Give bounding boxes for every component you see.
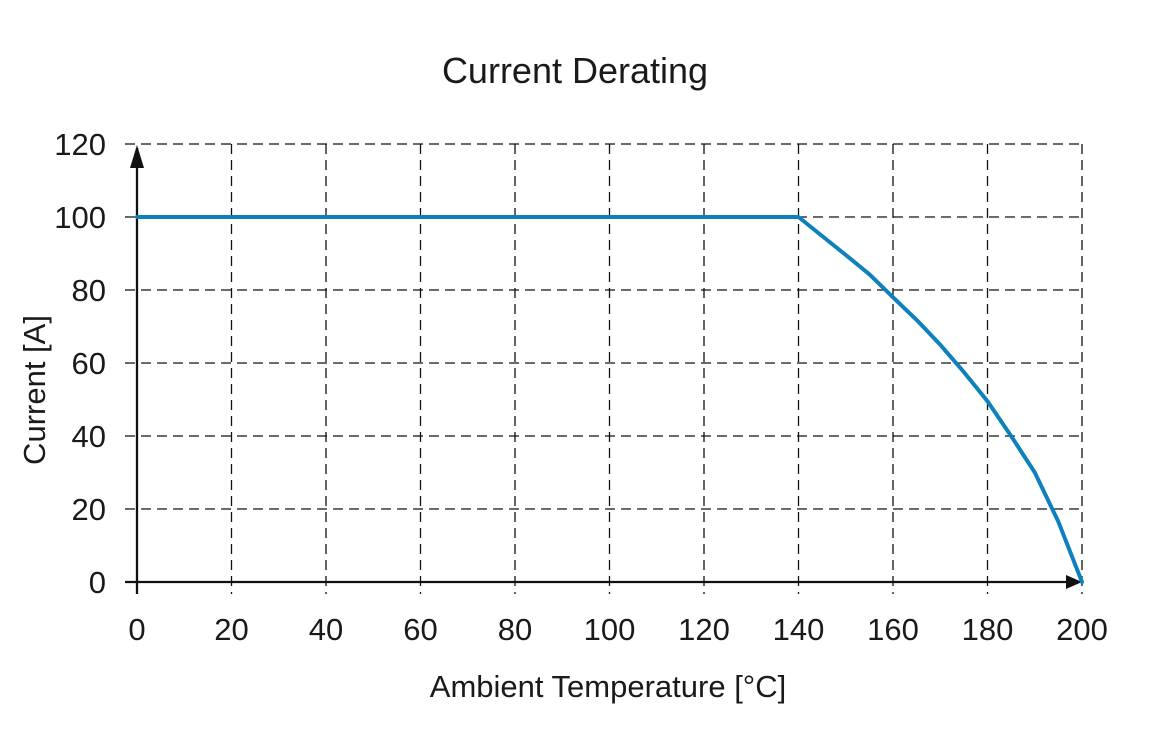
y-tick-label: 0 [89,565,106,600]
x-tick-label: 140 [773,612,825,647]
grid-lines [125,143,1083,594]
y-tick-label: 20 [72,492,106,527]
x-tick-label: 40 [309,612,343,647]
x-tick-labels: 0 20 40 60 80 100 120 140 160 180 200 [128,612,1107,647]
data-line-current-derating [135,215,1084,584]
x-tick-label: 0 [128,612,145,647]
x-tick-label: 80 [498,612,532,647]
x-axis-arrow-icon [1066,575,1082,589]
y-tick-label: 100 [54,200,106,235]
x-tick-label: 20 [214,612,248,647]
x-tick-label: 180 [962,612,1014,647]
y-axis-arrow-icon [130,145,144,168]
x-tick-label: 60 [403,612,437,647]
x-tick-label: 120 [678,612,730,647]
x-tick-label: 160 [867,612,919,647]
y-tick-label: 80 [72,273,106,308]
chart-title: Current Derating [442,50,708,91]
y-tick-labels: 0 20 40 60 80 100 120 [54,127,106,600]
y-tick-label: 60 [72,346,106,381]
y-tick-label: 40 [72,419,106,454]
x-axis-label: Ambient Temperature [°C] [430,669,786,704]
x-tick-label: 100 [584,612,636,647]
y-tick-label: 120 [54,127,106,162]
axes [125,145,1082,594]
x-tick-label: 200 [1056,612,1108,647]
y-axis-label: Current [A] [17,315,52,465]
